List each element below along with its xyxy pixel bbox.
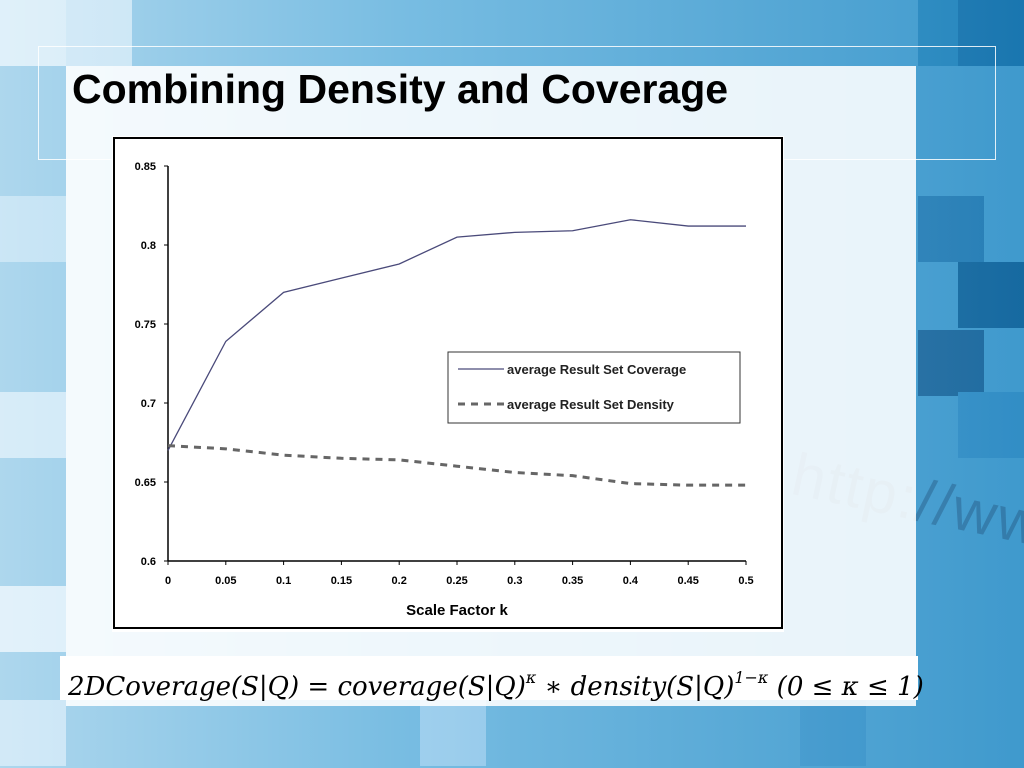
chart-axes: 0.6 0.65 0.7 0.75 0.8 0.85 0 0.05 0.1 0.15 0.2 0.25…	[135, 161, 754, 619]
chart-legend: average Result Set Coverage average Resul…	[447, 351, 741, 424]
x-tick-label: 0.1	[276, 575, 291, 587]
chart: 0.6 0.65 0.7 0.75 0.8 0.85 0 0.05 0.1 0.15 0.2 0.25…	[112, 136, 784, 632]
legend-coverage-label: average Result Set Coverage	[507, 362, 686, 377]
x-tick-label: 0.35	[562, 575, 583, 587]
y-tick-label: 0.65	[135, 477, 156, 489]
y-tick-label: 0.8	[141, 240, 156, 252]
chart-series	[167, 219, 746, 487]
density-series-line	[167, 444, 746, 487]
x-tick-label: 0.15	[331, 575, 352, 587]
x-tick-label: 0.25	[446, 575, 467, 587]
formula-condition: (0 ≤ κ ≤ 1)	[768, 672, 924, 702]
formula: 2DCoverage(S|Q) = coverage(S|Q)κ ∗ densi…	[60, 656, 924, 702]
formula-middle: ∗ density(S|Q)	[536, 672, 735, 702]
x-tick-label: 0.4	[623, 575, 639, 587]
x-tick-label: 0	[165, 575, 171, 587]
legend-density-label: average Result Set Density	[507, 397, 675, 412]
formula-exponent-one-minus-kappa: 1−κ	[734, 668, 769, 687]
y-tick-label: 0.75	[135, 319, 156, 331]
y-tick-label: 0.85	[135, 161, 156, 173]
y-tick-label: 0.6	[141, 556, 156, 568]
x-axis-title: Scale Factor k	[406, 602, 508, 619]
slide-title: Combining Density and Coverage	[72, 66, 729, 112]
formula-lhs: 2DCoverage(S|Q) = coverage(S|Q)	[68, 672, 526, 702]
x-tick-label: 0.3	[507, 575, 522, 587]
x-tick-label: 0.45	[677, 575, 698, 587]
legend-box	[447, 351, 741, 424]
x-tick-label: 0.5	[738, 575, 753, 587]
y-tick-label: 0.7	[141, 398, 156, 410]
chart-svg: 0.6 0.65 0.7 0.75 0.8 0.85 0 0.05 0.1 0.15 0.2 0.25…	[113, 137, 783, 629]
formula-exponent-kappa: κ	[525, 668, 537, 687]
x-tick-label: 0.05	[215, 575, 236, 587]
x-tick-label: 0.2	[392, 575, 407, 587]
coverage-series-line	[167, 219, 746, 451]
